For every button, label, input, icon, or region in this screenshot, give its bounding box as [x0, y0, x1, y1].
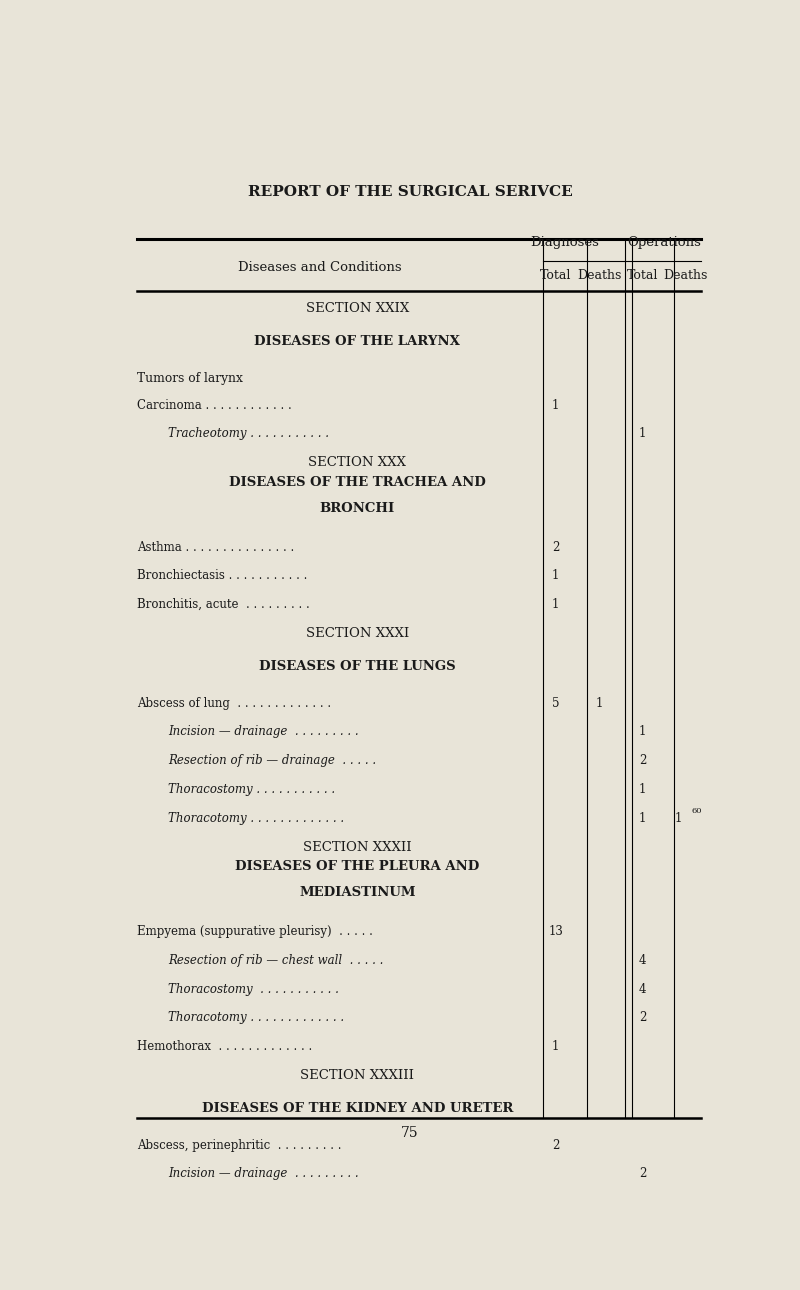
Text: Carcinoma . . . . . . . . . . . .: Carcinoma . . . . . . . . . . . . — [138, 399, 292, 412]
Text: Deaths: Deaths — [664, 270, 708, 283]
Text: 1: 1 — [674, 811, 682, 824]
Text: SECTION XXXI: SECTION XXXI — [306, 627, 409, 640]
Text: 60: 60 — [692, 808, 702, 815]
Text: 4: 4 — [638, 953, 646, 968]
Text: Abscess of lung  . . . . . . . . . . . . .: Abscess of lung . . . . . . . . . . . . … — [138, 697, 331, 710]
Text: Resection of rib — chest wall  . . . . .: Resection of rib — chest wall . . . . . — [168, 953, 383, 968]
Text: 1: 1 — [595, 697, 602, 710]
Text: 1: 1 — [639, 725, 646, 738]
Text: Diagnoses: Diagnoses — [530, 236, 599, 249]
Text: 2: 2 — [639, 755, 646, 768]
Text: Bronchiectasis . . . . . . . . . . .: Bronchiectasis . . . . . . . . . . . — [138, 569, 307, 583]
Text: Deaths: Deaths — [577, 270, 622, 283]
Text: Operations: Operations — [627, 236, 701, 249]
Text: 75: 75 — [401, 1126, 419, 1140]
Text: Tumors of larynx: Tumors of larynx — [138, 372, 243, 384]
Text: SECTION XXX: SECTION XXX — [308, 457, 406, 470]
Text: 2: 2 — [552, 541, 559, 553]
Text: 1: 1 — [552, 599, 559, 611]
Text: 4: 4 — [638, 983, 646, 996]
Text: Hemothorax  . . . . . . . . . . . . .: Hemothorax . . . . . . . . . . . . . — [138, 1040, 313, 1053]
Text: 1: 1 — [552, 569, 559, 583]
Text: Thoracotomy . . . . . . . . . . . . .: Thoracotomy . . . . . . . . . . . . . — [168, 1011, 344, 1024]
Text: Thoracostomy . . . . . . . . . . .: Thoracostomy . . . . . . . . . . . — [168, 783, 335, 796]
Text: Asthma . . . . . . . . . . . . . . .: Asthma . . . . . . . . . . . . . . . — [138, 541, 294, 553]
Text: Incision — drainage  . . . . . . . . .: Incision — drainage . . . . . . . . . — [168, 1167, 359, 1180]
Text: 1: 1 — [552, 1040, 559, 1053]
Text: 5: 5 — [552, 697, 559, 710]
Text: DISEASES OF THE KIDNEY AND URETER: DISEASES OF THE KIDNEY AND URETER — [202, 1102, 513, 1115]
Text: DISEASES OF THE LUNGS: DISEASES OF THE LUNGS — [259, 660, 456, 673]
Text: 1: 1 — [639, 427, 646, 440]
Text: Empyema (suppurative pleurisy)  . . . . .: Empyema (suppurative pleurisy) . . . . . — [138, 925, 373, 938]
Text: Incision — drainage  . . . . . . . . .: Incision — drainage . . . . . . . . . — [168, 725, 359, 738]
Text: 1: 1 — [639, 783, 646, 796]
Text: Bronchitis, acute  . . . . . . . . .: Bronchitis, acute . . . . . . . . . — [138, 599, 310, 611]
Text: 1: 1 — [639, 811, 646, 824]
Text: Total: Total — [627, 270, 658, 283]
Text: 1: 1 — [552, 399, 559, 412]
Text: REPORT OF THE SURGICAL SERIVCE: REPORT OF THE SURGICAL SERIVCE — [248, 184, 572, 199]
Text: 2: 2 — [639, 1011, 646, 1024]
Text: 13: 13 — [548, 925, 563, 938]
Text: DISEASES OF THE LARYNX: DISEASES OF THE LARYNX — [254, 335, 460, 348]
Text: SECTION XXXIII: SECTION XXXIII — [300, 1069, 414, 1082]
Text: SECTION XXXII: SECTION XXXII — [303, 841, 412, 854]
Text: Thoracotomy . . . . . . . . . . . . .: Thoracotomy . . . . . . . . . . . . . — [168, 811, 344, 824]
Text: DISEASES OF THE PLEURA AND: DISEASES OF THE PLEURA AND — [235, 860, 479, 873]
Text: BRONCHI: BRONCHI — [320, 502, 395, 515]
Text: 2: 2 — [639, 1167, 646, 1180]
Text: SECTION XXIX: SECTION XXIX — [306, 302, 409, 315]
Text: Abscess, perinephritic  . . . . . . . . .: Abscess, perinephritic . . . . . . . . . — [138, 1139, 342, 1152]
Text: Thoracostomy  . . . . . . . . . . .: Thoracostomy . . . . . . . . . . . — [168, 983, 339, 996]
Text: 2: 2 — [552, 1139, 559, 1152]
Text: Total: Total — [540, 270, 571, 283]
Text: Tracheotomy . . . . . . . . . . .: Tracheotomy . . . . . . . . . . . — [168, 427, 330, 440]
Text: MEDIASTINUM: MEDIASTINUM — [299, 886, 415, 899]
Text: Resection of rib — drainage  . . . . .: Resection of rib — drainage . . . . . — [168, 755, 376, 768]
Text: Diseases and Conditions: Diseases and Conditions — [238, 261, 402, 273]
Text: DISEASES OF THE TRACHEA AND: DISEASES OF THE TRACHEA AND — [229, 476, 486, 489]
